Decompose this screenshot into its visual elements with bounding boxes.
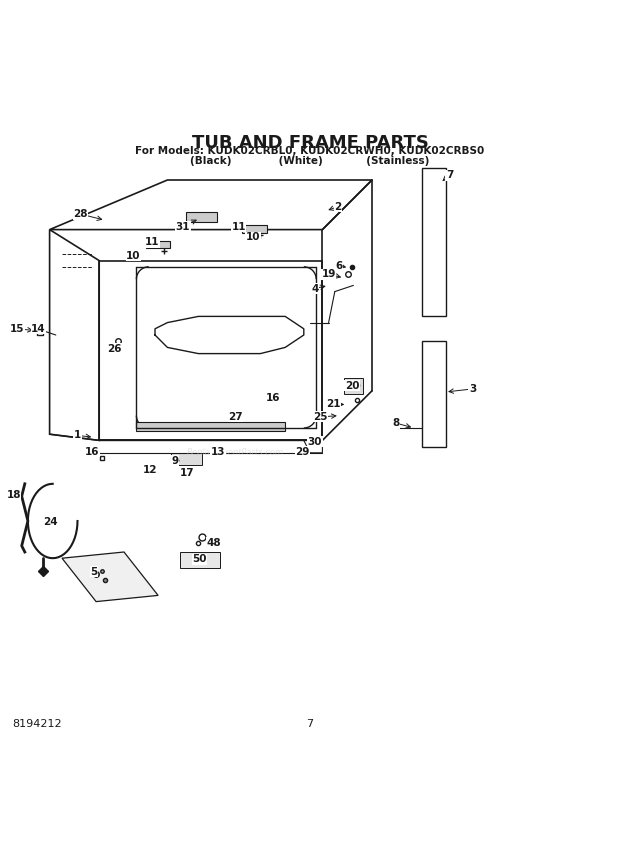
Text: 18: 18 [6, 490, 21, 500]
Text: 50: 50 [192, 555, 207, 564]
Text: 17: 17 [180, 468, 195, 479]
Text: 7: 7 [446, 170, 453, 180]
Text: 13: 13 [211, 447, 226, 456]
Text: 9: 9 [171, 456, 179, 466]
Text: 20: 20 [345, 381, 360, 391]
Text: 24: 24 [43, 517, 58, 527]
Text: ReplacementParts.com: ReplacementParts.com [187, 449, 284, 457]
Text: 4: 4 [311, 283, 319, 294]
Text: 31: 31 [175, 222, 190, 231]
Text: 15: 15 [10, 324, 25, 334]
FancyBboxPatch shape [186, 212, 217, 222]
Text: TUB AND FRAME PARTS: TUB AND FRAME PARTS [192, 134, 428, 152]
Text: 16: 16 [84, 447, 99, 456]
Text: 8: 8 [392, 418, 399, 428]
FancyBboxPatch shape [242, 225, 267, 233]
Text: 8194212: 8194212 [12, 719, 62, 728]
FancyBboxPatch shape [180, 552, 220, 568]
Text: 16: 16 [265, 393, 280, 403]
Text: 2: 2 [334, 202, 342, 211]
Text: 12: 12 [143, 465, 157, 475]
Polygon shape [62, 552, 158, 602]
Text: For Models: KUDK02CRBL0, KUDK02CRWH0, KUDK02CRBS0: For Models: KUDK02CRBL0, KUDK02CRWH0, KU… [135, 146, 485, 156]
FancyBboxPatch shape [344, 378, 363, 394]
Text: 26: 26 [107, 343, 122, 354]
FancyBboxPatch shape [170, 453, 202, 465]
Text: 3: 3 [469, 384, 476, 394]
Text: 1: 1 [74, 431, 81, 441]
Text: 14: 14 [31, 324, 46, 334]
Text: 10: 10 [246, 232, 260, 242]
Text: 25: 25 [313, 412, 328, 422]
Text: 11: 11 [144, 237, 159, 247]
Text: 27: 27 [228, 412, 243, 422]
Text: 21: 21 [326, 400, 341, 409]
Text: 10: 10 [126, 251, 141, 260]
Text: 6: 6 [335, 260, 343, 270]
Text: 28: 28 [73, 209, 88, 219]
FancyBboxPatch shape [136, 422, 285, 431]
Text: 11: 11 [231, 222, 246, 231]
Text: 5: 5 [91, 567, 98, 577]
Text: 19: 19 [321, 270, 336, 279]
Text: (Black)             (White)            (Stainless): (Black) (White) (Stainless) [190, 157, 430, 166]
Text: 7: 7 [306, 719, 314, 728]
FancyBboxPatch shape [146, 241, 170, 248]
Text: 48: 48 [206, 538, 221, 548]
Text: 30: 30 [308, 437, 322, 447]
Text: 29: 29 [295, 447, 310, 456]
